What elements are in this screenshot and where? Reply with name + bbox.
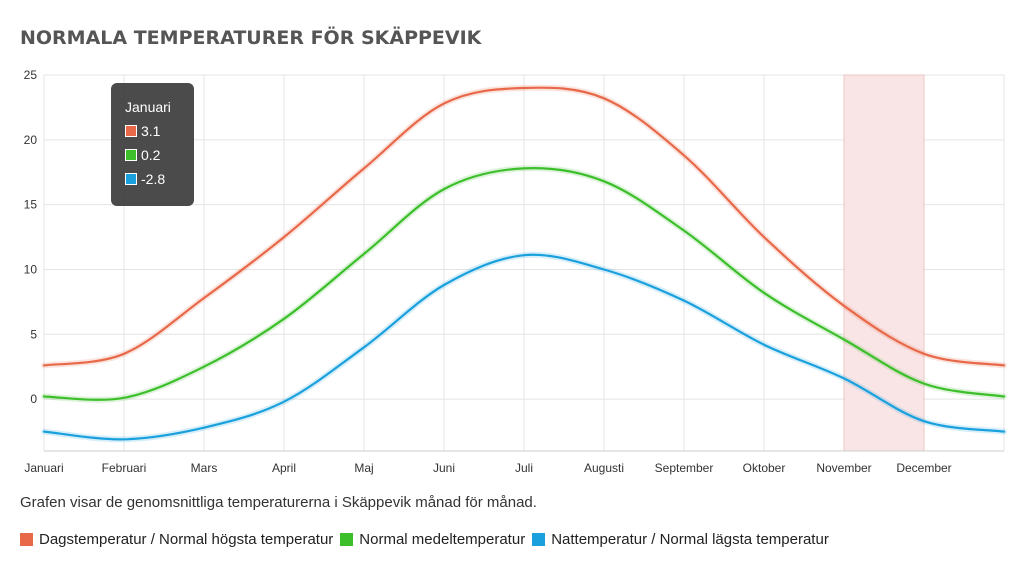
x-tick-label: Mars bbox=[191, 461, 218, 475]
series-line-mean bbox=[42, 167, 1006, 401]
temperature-chart: 0 5 10 15 20 25 Januari Februari Mars April Maj Jun… bbox=[24, 68, 1007, 475]
legend-label-high: Dagstemperatur / Normal högsta temperatu… bbox=[39, 531, 334, 548]
x-tick-label: Oktober bbox=[743, 461, 786, 475]
x-tick-label: Juni bbox=[433, 461, 455, 475]
tooltip-swatch-low bbox=[125, 173, 137, 185]
tooltip-swatch-mean bbox=[125, 149, 137, 161]
tooltip-value-mean: 0.2 bbox=[141, 147, 161, 163]
x-tick-label: Februari bbox=[102, 461, 147, 475]
legend-swatch-high bbox=[20, 533, 33, 546]
legend-swatch-low bbox=[532, 533, 546, 546]
series-line-low bbox=[42, 253, 1006, 441]
hover-tooltip: Januari 3.1 0.2 -2.8 bbox=[111, 83, 194, 206]
x-tick-label: September bbox=[655, 461, 714, 475]
x-tick-label: December bbox=[896, 461, 951, 475]
y-tick-label: 20 bbox=[24, 133, 38, 147]
tooltip-row-high: 3.1 bbox=[125, 123, 160, 139]
y-tick-label: 15 bbox=[24, 198, 38, 212]
chart-legend: Dagstemperatur / Normal högsta temperatu… bbox=[20, 531, 836, 548]
tooltip-value-high: 3.1 bbox=[141, 123, 161, 139]
tooltip-swatch-high bbox=[125, 125, 137, 137]
y-tick-label: 5 bbox=[30, 327, 37, 341]
x-tick-label: April bbox=[272, 461, 296, 475]
x-tick-label: Januari bbox=[24, 461, 63, 475]
highlight-band-layer bbox=[843, 74, 925, 452]
series-line-high bbox=[42, 86, 1006, 367]
x-tick-label: November bbox=[816, 461, 871, 475]
axis-layer: 0 5 10 15 20 25 Januari Februari Mars April Maj Jun… bbox=[24, 68, 1004, 475]
legend-item-mean[interactable]: Normal medeltemperatur bbox=[340, 531, 525, 548]
legend-label-mean: Normal medeltemperatur bbox=[359, 531, 526, 548]
series-layer bbox=[41, 84, 1007, 443]
x-tick-label: Juli bbox=[515, 461, 533, 475]
x-tick-label: Augusti bbox=[584, 461, 624, 475]
legend-item-high[interactable]: Dagstemperatur / Normal högsta temperatu… bbox=[20, 531, 333, 548]
tooltip-row-low: -2.8 bbox=[125, 171, 165, 187]
legend-item-low[interactable]: Nattemperatur / Normal lägsta temperatur bbox=[532, 531, 829, 548]
chart-caption: Grafen visar de genomsnittliga temperatu… bbox=[20, 494, 537, 511]
y-tick-label: 0 bbox=[30, 392, 37, 406]
x-tick-label: Maj bbox=[354, 461, 373, 475]
tooltip-title: Januari bbox=[125, 99, 171, 115]
legend-label-low: Nattemperatur / Normal lägsta temperatur bbox=[551, 531, 829, 548]
tooltip-row-mean: 0.2 bbox=[125, 147, 160, 163]
legend-swatch-mean bbox=[340, 533, 354, 546]
y-tick-label: 10 bbox=[24, 262, 38, 276]
tooltip-value-low: -2.8 bbox=[141, 171, 166, 187]
highlight-band bbox=[843, 74, 925, 452]
y-tick-label: 25 bbox=[24, 68, 38, 82]
page-title: NORMALA TEMPERATURER FÖR SKÄPPEVIK bbox=[20, 27, 482, 49]
